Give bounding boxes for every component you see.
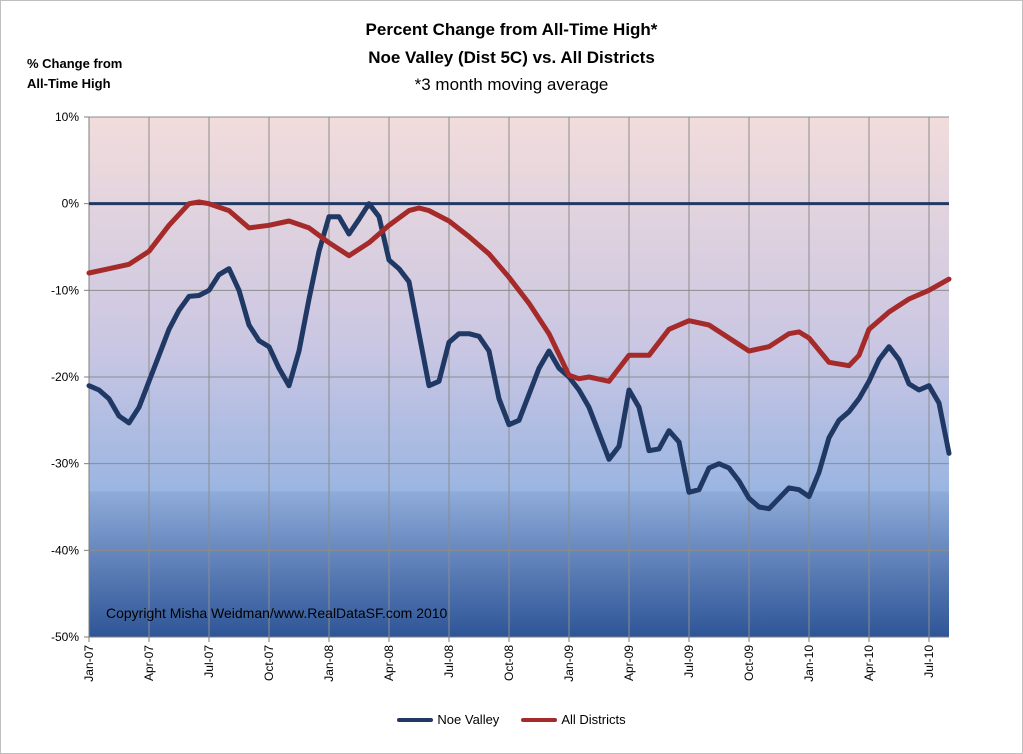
chart-note: *3 month moving average xyxy=(414,75,609,94)
watermark-text: Copyright Misha Weidman/www.RealDataSF.c… xyxy=(106,605,448,621)
legend-item-noe-valley: Noe Valley xyxy=(397,712,499,727)
x-tick-label: Jan-10 xyxy=(802,645,816,682)
y-tick-label: 10% xyxy=(55,110,79,124)
y-tick-label: -50% xyxy=(51,630,79,644)
legend-label-all-districts: All Districts xyxy=(561,712,626,727)
series-line-noe-valley xyxy=(86,201,952,512)
y-tick-label: -10% xyxy=(51,283,79,297)
y-axis-label-line2: All-Time High xyxy=(27,76,111,91)
chart-title: Percent Change from All-Time High* xyxy=(365,20,658,39)
legend-swatch-all-districts xyxy=(521,717,558,722)
x-tick-label: Oct-09 xyxy=(742,645,756,681)
x-tick-label: Jul-10 xyxy=(922,645,936,678)
x-tick-label: Oct-08 xyxy=(502,645,516,681)
legend-swatch-noe-valley xyxy=(397,717,434,722)
series-layer xyxy=(86,199,952,512)
x-tick-label: Jul-08 xyxy=(442,645,456,678)
x-tick-label: Oct-07 xyxy=(262,645,276,681)
legend-item-all-districts: All Districts xyxy=(521,712,626,727)
y-axis-label-line1: % Change from xyxy=(27,56,123,71)
legend-label-noe-valley: Noe Valley xyxy=(437,712,500,727)
y-tick-label: -30% xyxy=(51,457,79,471)
legend: Noe Valley All Districts xyxy=(0,712,1023,727)
x-tick-label: Jan-07 xyxy=(82,645,96,682)
y-tick-label: 0% xyxy=(62,197,80,211)
y-tick-label: -40% xyxy=(51,543,79,557)
x-tick-label: Apr-07 xyxy=(142,645,156,681)
x-tick-label: Jan-09 xyxy=(562,645,576,682)
y-tick-label: -20% xyxy=(51,370,79,384)
x-tick-labels: Jan-07 Apr-07 Jul-07 Oct-07 Jan-08 Apr-08 Jul-… xyxy=(82,645,936,682)
x-tick-label: Apr-10 xyxy=(862,645,876,681)
y-tick-labels: 10% 0% -10% -20% -30% -40% -50% xyxy=(51,110,79,644)
x-tick-label: Jul-07 xyxy=(202,645,216,678)
series-line-all-districts xyxy=(86,199,952,384)
chart-subtitle: Noe Valley (Dist 5C) vs. All Districts xyxy=(368,48,655,67)
x-tick-label: Jul-09 xyxy=(682,645,696,678)
x-tick-label: Jan-08 xyxy=(322,645,336,682)
x-tick-label: Apr-09 xyxy=(622,645,636,681)
x-tick-label: Apr-08 xyxy=(382,645,396,681)
